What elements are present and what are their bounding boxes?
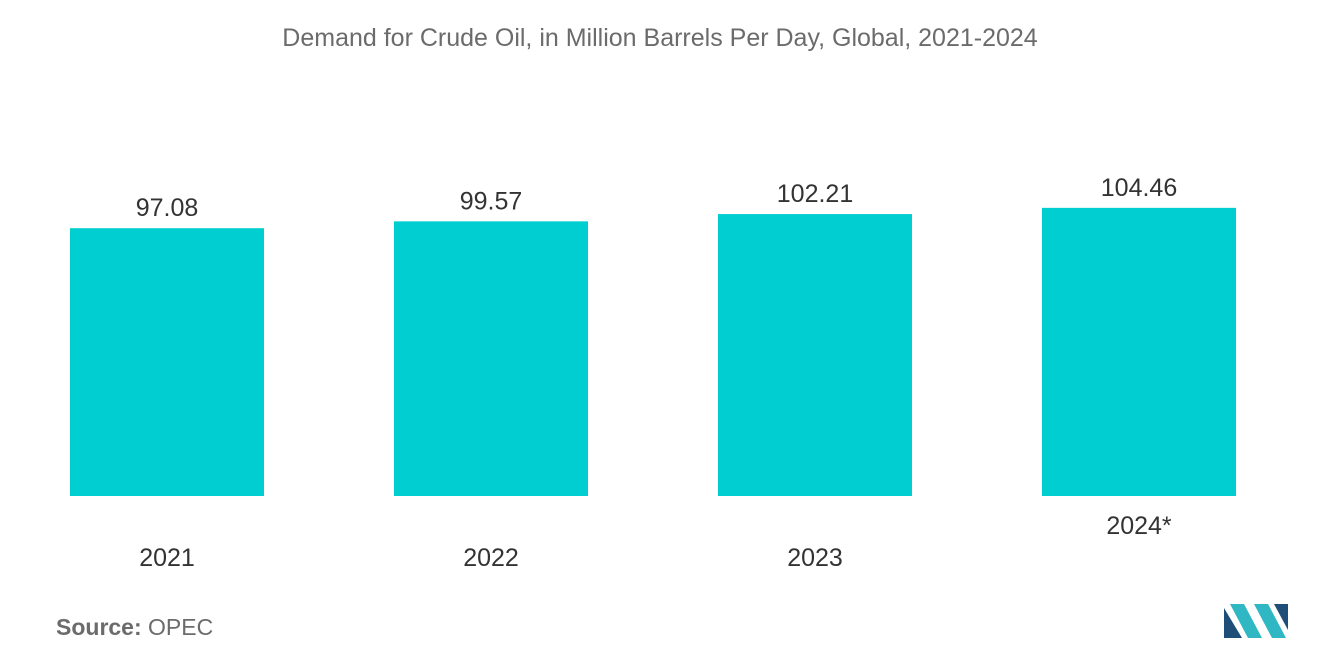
bar-3 [1042,207,1236,496]
bar-0 [70,228,264,496]
value-label-2: 102.21 [777,180,853,208]
value-label-0: 97.08 [136,194,199,222]
x-tick-label-3: 2024* [1106,512,1172,540]
bar-2 [718,214,912,496]
chart-title: Demand for Crude Oil, in Million Barrels… [282,24,1038,52]
value-label-3: 104.46 [1101,174,1177,202]
source-label: Source: [56,614,142,640]
x-tick-label-1: 2022 [463,544,519,572]
bar-chart: 97.08 2021 99.57 2022 102.21 2023 104.46 2024* [70,174,1236,572]
source-value: OPEC [148,614,214,640]
mordor-intelligence-logo-icon [1224,604,1288,638]
source-note: Source: OPEC [56,614,213,641]
value-label-1: 99.57 [460,187,523,215]
x-tick-label-0: 2021 [139,544,195,572]
bar-1 [394,221,588,496]
x-tick-label-2: 2023 [787,544,843,572]
